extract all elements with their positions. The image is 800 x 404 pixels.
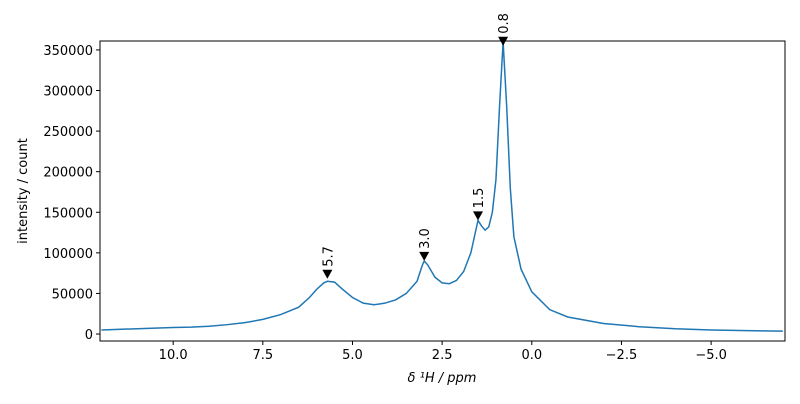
peak-label: 1.5 (472, 188, 487, 209)
spectrum-line (101, 41, 783, 332)
y-tick-label: 50000 (52, 287, 93, 302)
y-axis-label: intensity / count (16, 138, 31, 244)
y-tick-label: 200000 (43, 166, 93, 181)
x-tick-label: 2.5 (432, 348, 453, 363)
y-tick-label: 0 (85, 328, 93, 343)
y-tick-label: 300000 (43, 85, 93, 100)
y-tick-label: 100000 (43, 247, 93, 262)
peak-label: 5.7 (321, 246, 336, 267)
x-tick-label: 0.0 (521, 348, 542, 363)
peak-marker (322, 269, 333, 279)
plot-frame (99, 40, 786, 342)
y-tick-label: 350000 (43, 44, 93, 59)
x-tick-label: 5.0 (342, 348, 363, 363)
x-axis-label: δ ¹H / ppm (408, 371, 477, 386)
peak-marker (419, 251, 430, 261)
y-tick-label: 150000 (43, 206, 93, 221)
x-tick-label: 7.5 (252, 348, 273, 363)
peak-label: 0.8 (497, 13, 512, 34)
peak-marker (473, 211, 484, 221)
x-tick-label: 10.0 (159, 348, 188, 363)
x-tick-label: −2.5 (606, 348, 638, 363)
y-tick-label: 250000 (43, 125, 93, 140)
peak-label: 3.0 (418, 228, 433, 249)
x-tick-label: −5.0 (695, 348, 727, 363)
